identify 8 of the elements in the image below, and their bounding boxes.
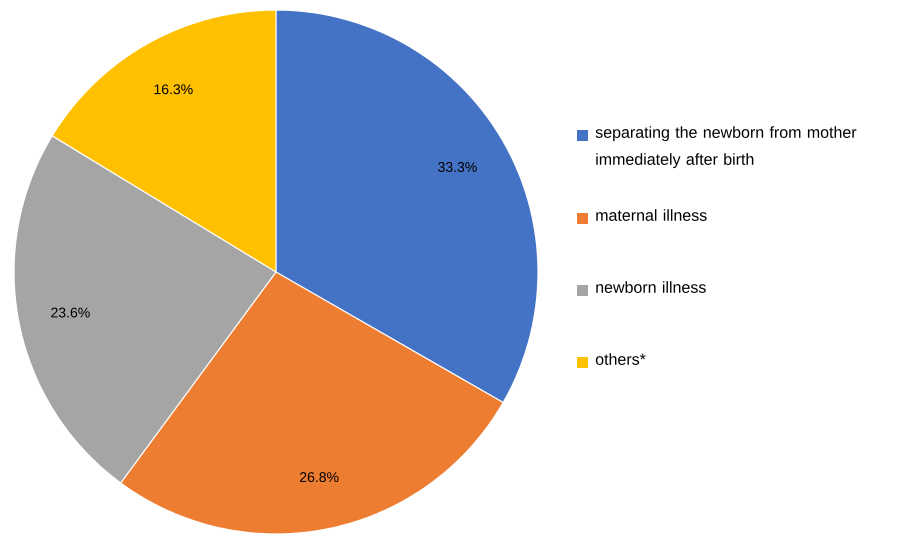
legend-label: newborn illness xyxy=(596,281,706,293)
data-label: 23.6% xyxy=(51,308,90,318)
data-label: 16.3% xyxy=(154,84,193,94)
legend-label: others* xyxy=(596,353,646,365)
legend-label: maternal illness xyxy=(596,209,707,221)
data-label: 33.3% xyxy=(438,162,477,172)
legend-label: separating the newborn from mother immediately after birth xyxy=(596,126,856,168)
data-label: 26.8% xyxy=(300,472,339,482)
